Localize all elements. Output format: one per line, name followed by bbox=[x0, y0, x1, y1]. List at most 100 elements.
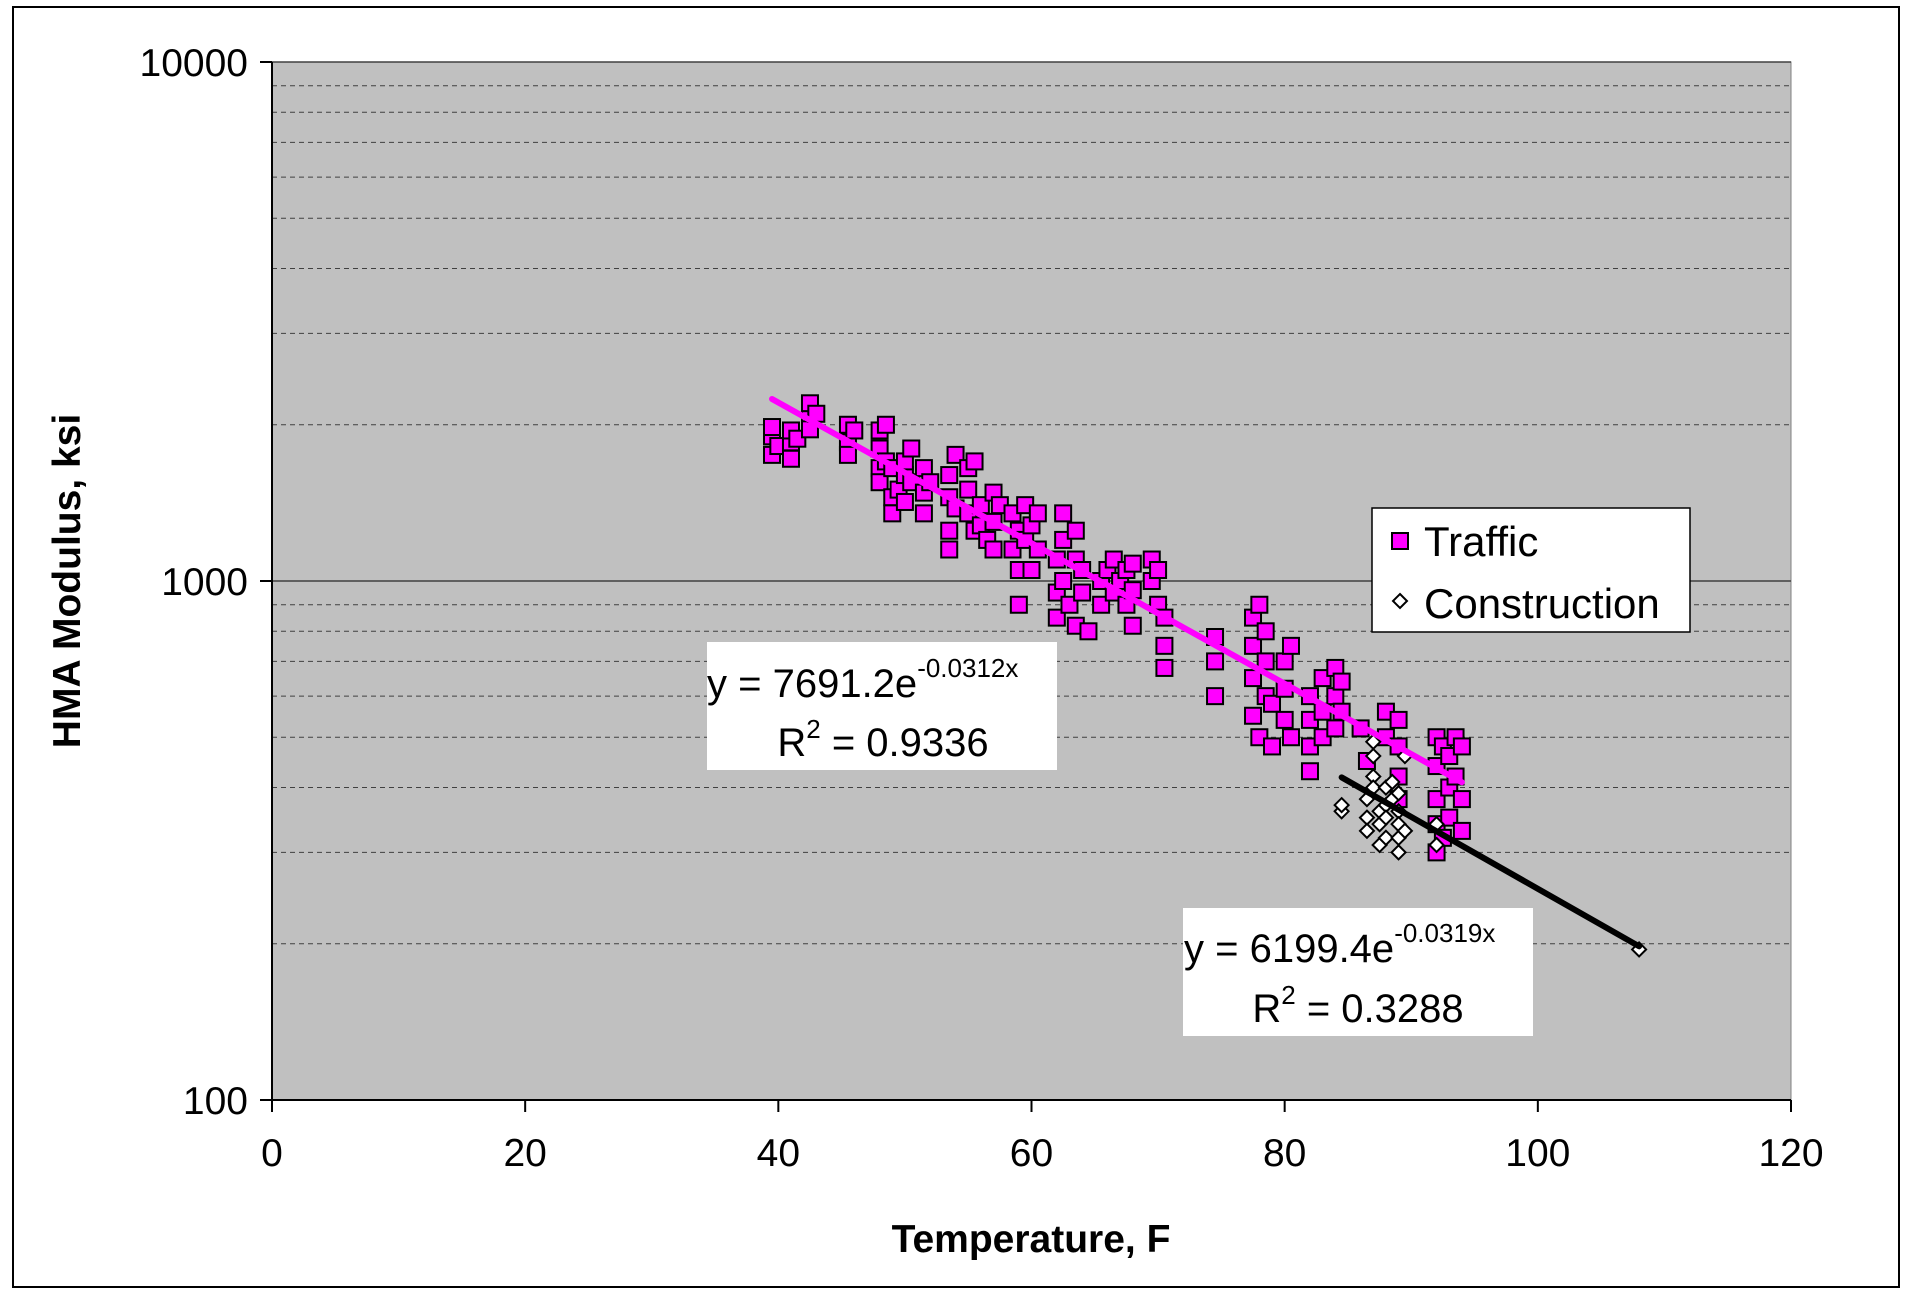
traffic-point bbox=[1452, 790, 1471, 809]
traffic-point bbox=[1028, 504, 1047, 523]
traffic-point bbox=[1244, 669, 1263, 688]
traffic-point bbox=[1073, 583, 1092, 602]
trendline-equation-construction: y = 6199.4e-0.0319x R2 = 0.3288 bbox=[1183, 908, 1533, 1036]
trendline-equation-traffic: y = 7691.2e-0.0312x R2 = 0.9336 bbox=[707, 642, 1057, 770]
traffic-point bbox=[1326, 719, 1345, 738]
traffic-point bbox=[763, 418, 782, 437]
traffic-point bbox=[1452, 821, 1471, 840]
construction-point bbox=[1390, 843, 1408, 861]
r-squared-traffic-value: = 0.9336 bbox=[821, 721, 989, 765]
trendlines bbox=[769, 395, 1643, 950]
traffic-point bbox=[781, 449, 800, 468]
x-tick-label: 100 bbox=[1505, 1132, 1570, 1175]
traffic-point bbox=[1263, 694, 1282, 713]
traffic-point bbox=[1389, 710, 1408, 729]
traffic-point bbox=[895, 492, 914, 511]
construction-point bbox=[1428, 836, 1445, 854]
traffic-point bbox=[1244, 636, 1263, 655]
traffic-point bbox=[984, 540, 1003, 559]
equation-construction-exponent: -0.0319x bbox=[1394, 918, 1495, 948]
traffic-point bbox=[1054, 504, 1073, 523]
traffic-point bbox=[1452, 737, 1471, 756]
traffic-point bbox=[1250, 595, 1269, 614]
traffic-point bbox=[1155, 658, 1174, 677]
traffic-point bbox=[876, 415, 895, 434]
traffic-point bbox=[1256, 652, 1275, 671]
traffic-point bbox=[1275, 710, 1294, 729]
x-tick-label: 40 bbox=[757, 1132, 800, 1175]
equation-construction-base: y = 6199.4e bbox=[1184, 927, 1394, 971]
legend-box bbox=[1371, 507, 1691, 633]
traffic-point bbox=[902, 439, 921, 458]
construction-point bbox=[1390, 784, 1408, 802]
equation-traffic-base: y = 7691.2e bbox=[707, 662, 917, 706]
construction-point bbox=[1333, 796, 1351, 814]
traffic-point bbox=[1009, 595, 1028, 614]
traffic-point bbox=[838, 445, 857, 464]
construction-point bbox=[1364, 733, 1382, 751]
r-squared-construction-label: R bbox=[1252, 987, 1281, 1031]
traffic-point bbox=[1332, 672, 1351, 691]
traffic-point bbox=[1054, 572, 1073, 590]
traffic-point bbox=[1440, 808, 1459, 827]
traffic-point bbox=[1022, 561, 1041, 580]
traffic-point bbox=[965, 452, 984, 471]
construction-point bbox=[1383, 773, 1401, 791]
y-tick-label: 100 bbox=[183, 1080, 248, 1123]
traffic-point bbox=[870, 473, 889, 492]
y-axis-title: HMA Modulus, ksi bbox=[46, 414, 89, 748]
traffic-point bbox=[1206, 687, 1225, 706]
construction-point bbox=[1377, 829, 1395, 847]
traffic-point bbox=[1123, 616, 1142, 635]
equation-traffic-exponent: -0.0312x bbox=[917, 653, 1018, 683]
x-tick-label: 60 bbox=[1010, 1132, 1053, 1175]
x-tick-label: 0 bbox=[261, 1132, 283, 1175]
trendline-traffic bbox=[769, 395, 1465, 786]
construction-point bbox=[1396, 822, 1414, 840]
traffic-point bbox=[914, 504, 933, 523]
legend-label-traffic: Traffic bbox=[1424, 518, 1538, 565]
traffic-point bbox=[1244, 706, 1263, 725]
traffic-point bbox=[1263, 737, 1282, 756]
traffic-point bbox=[1281, 636, 1300, 655]
r-squared-construction-exp: 2 bbox=[1281, 980, 1295, 1010]
r-squared-traffic-exp: 2 bbox=[806, 714, 820, 744]
traffic-point bbox=[1066, 521, 1085, 540]
traffic-point bbox=[1149, 561, 1168, 580]
y-tick-label: 10000 bbox=[140, 42, 248, 85]
traffic-point bbox=[940, 466, 959, 485]
traffic-point bbox=[1079, 622, 1098, 641]
construction-point bbox=[1377, 809, 1395, 827]
traffic-point bbox=[1256, 622, 1275, 641]
x-tick-label: 20 bbox=[503, 1132, 546, 1175]
equation-construction: y = 6199.4e-0.0319x bbox=[1184, 918, 1495, 971]
x-tick-label: 80 bbox=[1263, 1132, 1306, 1175]
traffic-point bbox=[940, 521, 959, 540]
equation-traffic: y = 7691.2e-0.0312x bbox=[707, 653, 1018, 706]
traffic-point bbox=[1300, 762, 1319, 781]
x-tick-label: 120 bbox=[1758, 1132, 1823, 1175]
traffic-point bbox=[1206, 652, 1225, 671]
y-tick-label: 1000 bbox=[161, 561, 248, 604]
r-squared-traffic-label: R bbox=[777, 721, 806, 765]
construction-point bbox=[1364, 747, 1382, 765]
legend-marker-construction bbox=[1391, 592, 1409, 610]
traffic-point bbox=[959, 480, 978, 499]
r-squared-construction: R2 = 0.3288 bbox=[1252, 980, 1463, 1031]
axes: 0 20 40 60 80 100 120 100 1000 10000 bbox=[140, 42, 1824, 1175]
traffic-point bbox=[1275, 652, 1294, 671]
trendline-construction bbox=[1338, 774, 1643, 950]
traffic-point bbox=[1123, 554, 1142, 573]
legend-label-construction: Construction bbox=[1424, 580, 1660, 627]
construction-point bbox=[1630, 941, 1648, 958]
traffic-point bbox=[1281, 728, 1300, 747]
r-squared-traffic: R2 = 0.9336 bbox=[777, 714, 988, 765]
x-axis-title: Temperature, F bbox=[892, 1218, 1171, 1261]
r-squared-construction-value: = 0.3288 bbox=[1296, 987, 1464, 1031]
traffic-point bbox=[940, 540, 959, 559]
traffic-point bbox=[845, 421, 864, 440]
equation-box-traffic bbox=[707, 642, 1057, 770]
traffic-point bbox=[1155, 636, 1174, 655]
construction-point bbox=[1358, 822, 1376, 840]
